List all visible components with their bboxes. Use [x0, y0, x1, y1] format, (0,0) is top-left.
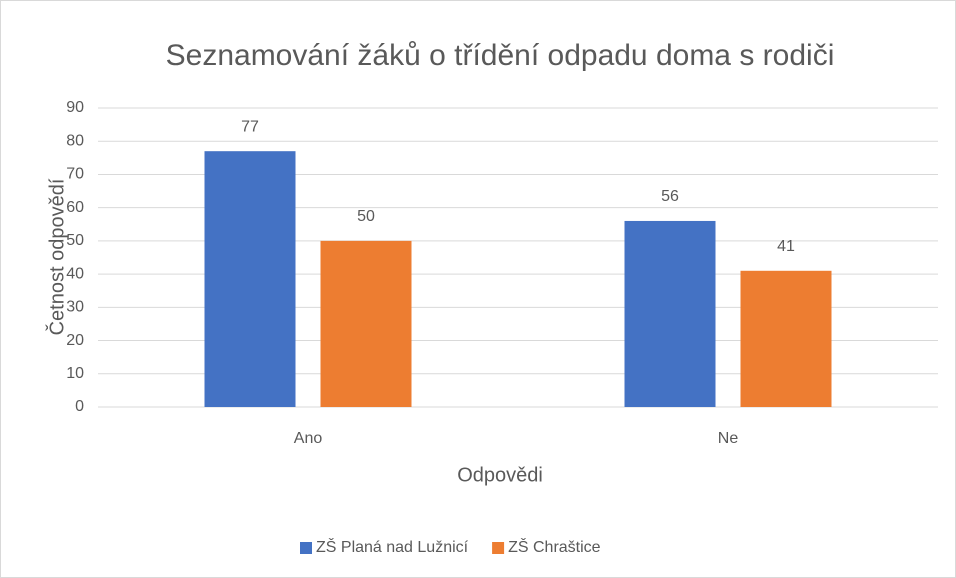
y-tick-label: 70: [66, 166, 84, 183]
legend-swatch: [300, 542, 312, 554]
y-tick-label: 40: [66, 265, 84, 282]
y-tick-label: 30: [66, 299, 84, 316]
y-axis-label: Četnost odpovědí: [45, 178, 68, 335]
y-tick-label: 80: [66, 132, 84, 149]
data-label: 77: [241, 118, 259, 135]
bar: [320, 240, 412, 407]
x-tick-label: Ne: [718, 430, 739, 447]
legend-label: ZŠ Chraštice: [508, 537, 601, 556]
bar: [624, 220, 716, 407]
y-tick-label: 10: [66, 365, 84, 382]
data-label: 41: [777, 238, 795, 255]
x-axis-label: Odpovědi: [457, 464, 543, 486]
legend-label: ZŠ Planá nad Lužnicí: [316, 537, 469, 556]
chart-title: Seznamování žáků o třídění odpadu doma s…: [166, 39, 835, 72]
y-tick-label: 20: [66, 332, 84, 349]
data-label: 56: [661, 188, 679, 205]
y-tick-label: 50: [66, 232, 84, 249]
y-tick-label: 90: [66, 99, 84, 116]
bar: [204, 151, 296, 407]
y-tick-label: 0: [75, 398, 84, 415]
bar: [740, 270, 832, 407]
x-tick-label: Ano: [294, 430, 323, 447]
data-label: 50: [357, 208, 375, 225]
legend-swatch: [492, 542, 505, 554]
y-tick-label: 60: [66, 199, 84, 216]
